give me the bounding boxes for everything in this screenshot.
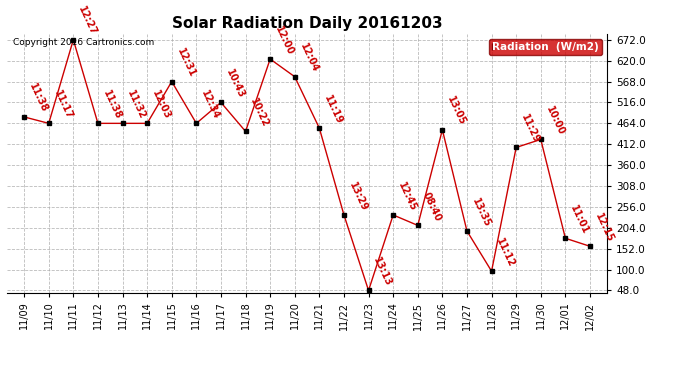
Text: 12:03: 12:03 — [150, 88, 172, 121]
Text: 12:27: 12:27 — [77, 5, 99, 38]
Text: 13:29: 13:29 — [347, 180, 369, 213]
Text: 12:04: 12:04 — [297, 42, 320, 74]
Text: 08:40: 08:40 — [421, 190, 443, 223]
Text: 12:45: 12:45 — [396, 180, 418, 213]
Text: 10:00: 10:00 — [544, 105, 566, 137]
Text: 11:19: 11:19 — [322, 93, 344, 126]
Legend: Radiation  (W/m2): Radiation (W/m2) — [489, 39, 602, 55]
Text: Copyright 2016 Cartronics.com: Copyright 2016 Cartronics.com — [13, 38, 154, 46]
Text: 12:31: 12:31 — [175, 47, 197, 79]
Text: 11:29: 11:29 — [519, 113, 541, 145]
Text: 11:12: 11:12 — [495, 237, 517, 269]
Title: Solar Radiation Daily 20161203: Solar Radiation Daily 20161203 — [172, 16, 442, 31]
Text: 11:17: 11:17 — [52, 88, 74, 121]
Text: 11:38: 11:38 — [101, 88, 123, 121]
Text: 10:43: 10:43 — [224, 68, 246, 100]
Text: 13:13: 13:13 — [371, 256, 394, 288]
Text: 12:34: 12:34 — [199, 88, 221, 121]
Text: 13:05: 13:05 — [445, 95, 468, 128]
Text: 12:00: 12:00 — [273, 24, 295, 57]
Text: 11:01: 11:01 — [569, 204, 591, 236]
Text: 11:38: 11:38 — [27, 82, 49, 114]
Text: 12:15: 12:15 — [593, 211, 615, 244]
Text: 11:32: 11:32 — [126, 88, 148, 121]
Text: 13:35: 13:35 — [470, 196, 492, 229]
Text: 10:22: 10:22 — [248, 97, 270, 129]
